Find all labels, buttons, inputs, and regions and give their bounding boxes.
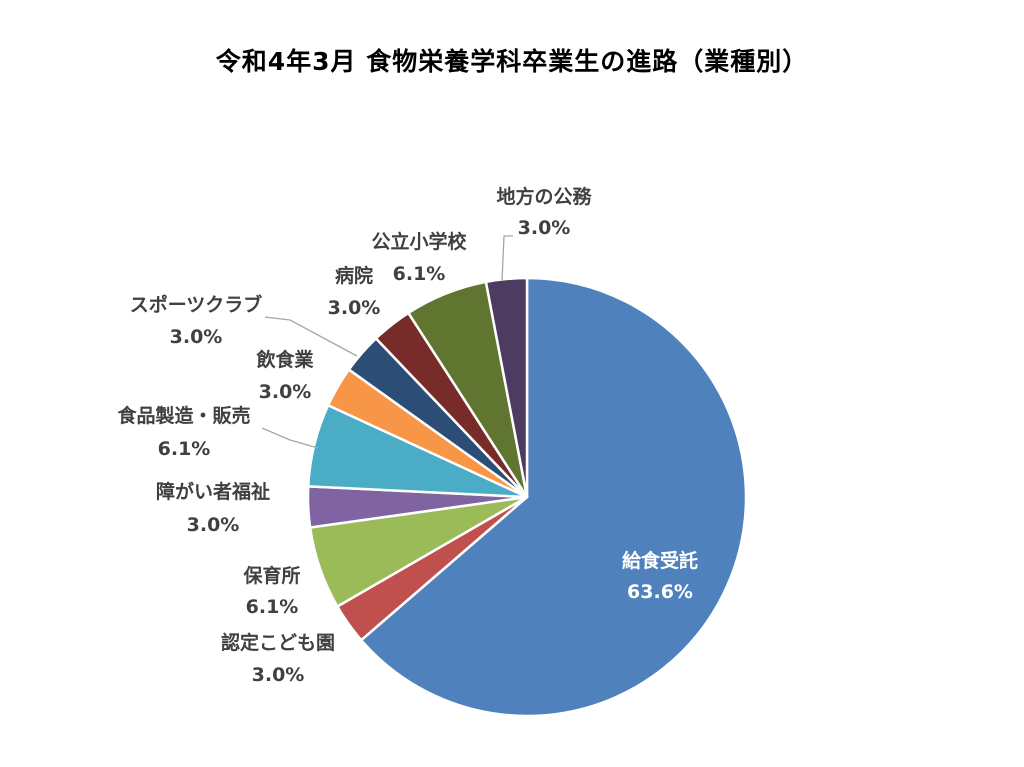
- slice-percent-label: 63.6%: [627, 581, 693, 603]
- slice-category-label: 病院: [335, 264, 373, 287]
- leader-line-7: [264, 316, 358, 357]
- slice-category-label: 飲食業: [255, 348, 314, 371]
- slice-category-label: 保育所: [242, 564, 300, 587]
- slice-category-label: 食品製造・販売: [117, 404, 250, 427]
- slice-percent-label: 6.1%: [158, 438, 211, 460]
- slice-category-label: 地方の公務: [496, 185, 592, 208]
- slice-category-label: 公立小学校: [371, 230, 467, 253]
- chart-title: 令和4年3月 食物栄養学科卒業生の進路（業種別）: [215, 47, 809, 76]
- pie-slice-1: [359, 276, 748, 718]
- slice-percent-label: 3.0%: [187, 514, 240, 536]
- slice-category-label: 障がい者福祉: [156, 480, 270, 503]
- slice-percent-label: 3.0%: [328, 297, 381, 319]
- slice-percent-label: 6.1%: [246, 596, 299, 618]
- leader-line-5: [261, 427, 319, 449]
- slice-percent-label: 6.1%: [393, 263, 446, 285]
- slice-percent-label: 3.0%: [170, 326, 223, 348]
- pie-slice-10: [484, 276, 529, 499]
- slice-category-label: 給食受託: [622, 549, 698, 572]
- leader-line-10: [501, 235, 513, 282]
- slice-percent-label: 3.0%: [252, 664, 305, 686]
- slice-category-label: 認定こども園: [221, 631, 335, 654]
- slice-percent-label: 3.0%: [518, 217, 571, 239]
- slice-category-label: スポーツクラブ: [130, 293, 263, 316]
- slice-percent-label: 3.0%: [259, 381, 312, 403]
